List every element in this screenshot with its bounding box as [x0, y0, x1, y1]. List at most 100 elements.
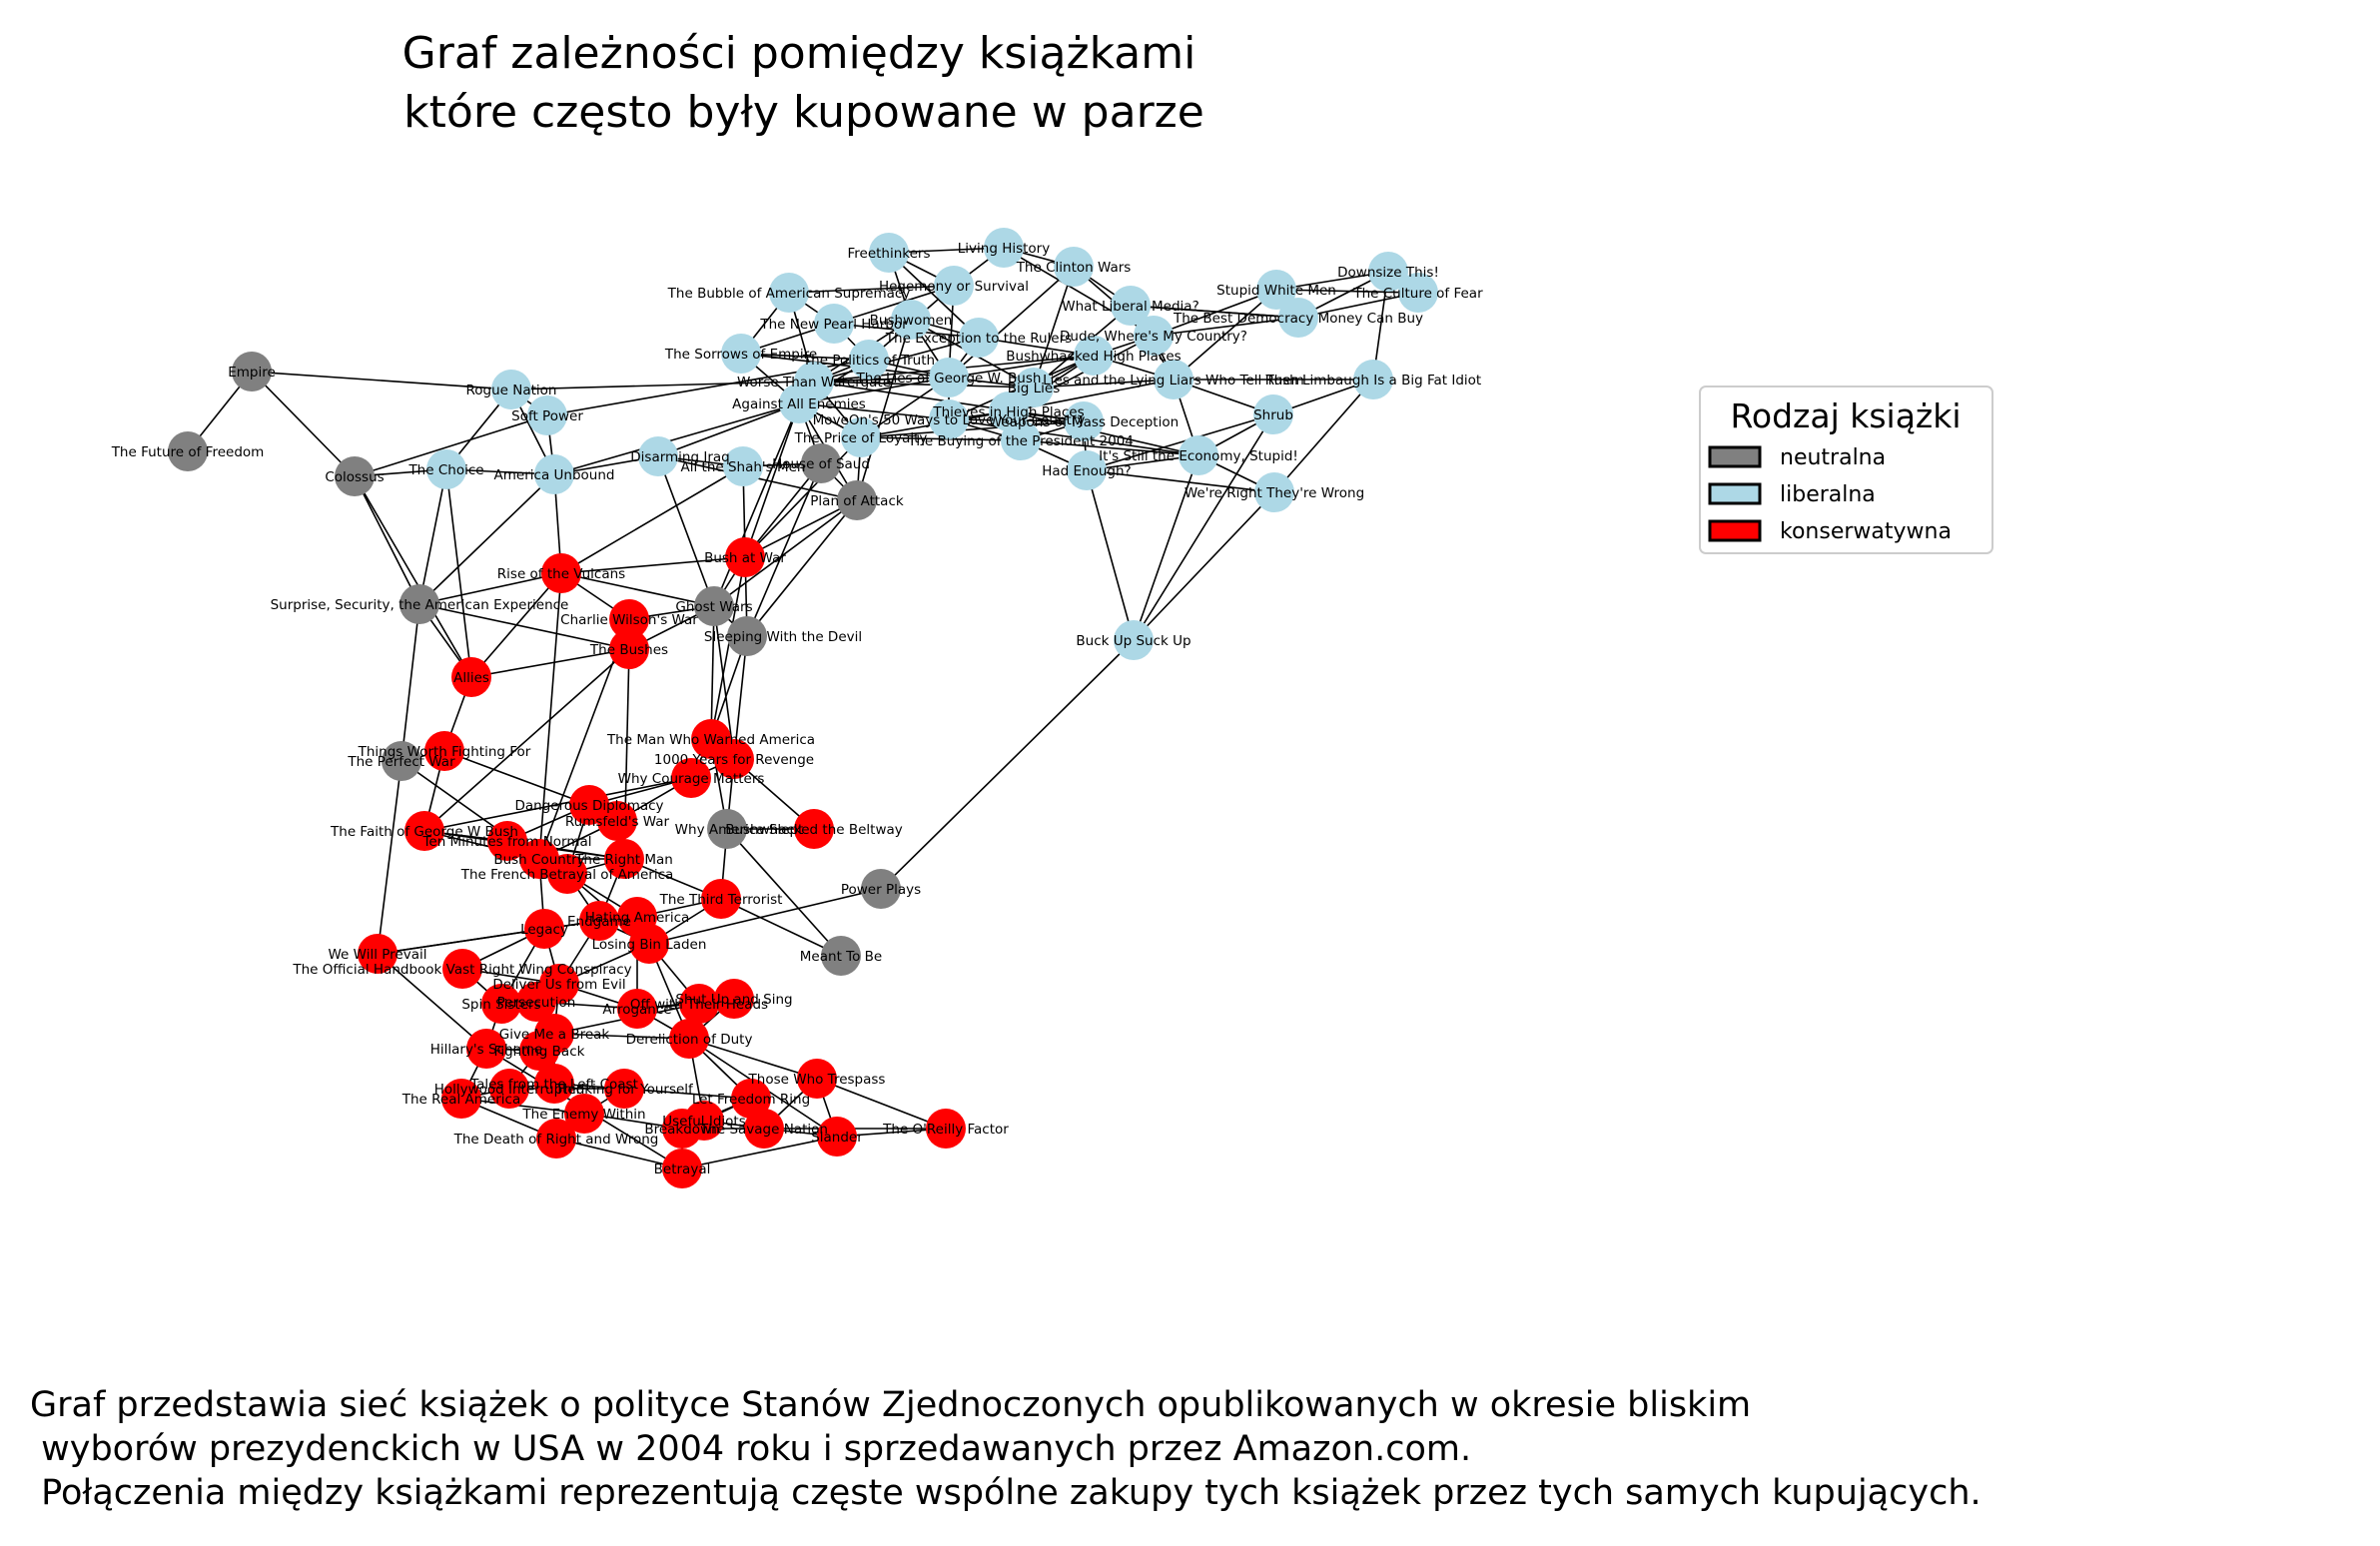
node-clinton_wars — [1054, 247, 1094, 287]
node-label-dude_country: Dude, Where's My Country? — [1060, 329, 1247, 345]
node-were_right — [1254, 472, 1294, 512]
edge-lies_george-crimes_high — [948, 355, 1095, 379]
legend-frame — [1699, 386, 1993, 554]
node-label-politics_truth: The Politics of Truth — [802, 353, 935, 369]
node-label-arrogance: Arrogance — [602, 1002, 671, 1018]
node-label-we_will_prevail: We Will Prevail — [329, 947, 427, 963]
node-label-shrub: Shrub — [1253, 407, 1293, 423]
edge-rise_vulcans-ghost_wars — [560, 572, 715, 607]
edge-shrub-buck_up — [1133, 413, 1274, 641]
edge-culture_fear-best_democracy — [1297, 292, 1419, 319]
node-label-legacy: Legacy — [520, 922, 568, 938]
edge-were_right-buck_up — [1133, 491, 1275, 641]
node-spin_sisters — [481, 984, 521, 1024]
node-label-french_betrayal: The French Betrayal of America — [460, 867, 674, 883]
edge-america_unbound-surprise — [418, 473, 555, 605]
edge-plan_attack-bushwomen — [856, 319, 912, 501]
node-the_bushes — [609, 629, 649, 669]
node-label-the_choice: The Choice — [407, 462, 483, 478]
node-label-downsize: Downsize This! — [1337, 265, 1439, 281]
node-label-big_lies: Big Lies — [1008, 381, 1060, 396]
node-ghost_wars — [694, 586, 734, 626]
edge-perfect_war-we_will_prevail — [377, 760, 402, 955]
node-buying_president — [1001, 420, 1041, 460]
edge-we_will_prevail-hillarys_scheme — [377, 953, 487, 1050]
node-label-disarming_iraq: Disarming Iraq — [630, 449, 729, 465]
edge-empire-rogue_nation — [251, 371, 512, 390]
node-label-rumsfelds_war: Rumsfeld's War — [565, 814, 670, 830]
node-thinking_yourself — [604, 1069, 644, 1109]
edge-sorrows_empire-politics_truth — [740, 353, 870, 361]
node-hollywood_interrupted — [489, 1069, 529, 1109]
edge-shrub-had_enough — [1086, 413, 1274, 471]
node-bush_country_n — [707, 809, 747, 849]
legend-swatch-n — [1708, 445, 1762, 468]
node-best_democracy — [1278, 298, 1318, 338]
node-charlie_wilson — [609, 599, 649, 639]
edge-big_lies-lying_liars — [1033, 379, 1175, 388]
edge-disarming_iraq-against_enemies — [657, 402, 800, 457]
node-label-against_enemies: Against All Enemies — [732, 396, 866, 412]
edge-death_right-betrayal — [555, 1138, 683, 1169]
node-dereliction — [669, 1019, 709, 1059]
node-oreilly — [926, 1109, 966, 1149]
edge-bush_at_war-plan_attack — [744, 499, 858, 558]
edge-real_america-enemy_within — [460, 1098, 585, 1115]
legend-swatch-c — [1708, 519, 1762, 542]
edge-exception_rulers-worse_watergate — [813, 337, 980, 383]
edge-rise_vulcans-bush_at_war — [560, 556, 746, 574]
edge-1000_years-ghost_wars — [713, 605, 735, 760]
node-label-rise_vulcans: Rise of the Vulcans — [497, 566, 625, 582]
node-label-death_right: The Death of Right and Wrong — [453, 1132, 659, 1148]
node-label-house_saud: House of Saud — [772, 456, 870, 472]
node-label-future_freedom: The Future of Freedom — [111, 444, 265, 460]
edge-hegemony-new_pearl — [833, 285, 955, 325]
node-tales_left — [534, 1064, 574, 1104]
node-label-oreilly: The O'Reilly Factor — [882, 1122, 1009, 1138]
node-empire — [232, 352, 272, 391]
node-faith_bush — [404, 811, 444, 851]
edge-clinton_wars-big_lies — [1033, 266, 1075, 388]
node-label-exception_rulers: The Exception to the Rulers — [885, 331, 1072, 347]
graph-title-line-1: Graf zależności pomiędzy książkami — [402, 28, 1196, 79]
node-label-deliver_us: Deliver Us from Evil — [492, 977, 625, 993]
edge-bush_country_n-meant_to_be — [726, 828, 842, 957]
node-stupid_white_men — [1256, 270, 1296, 310]
node-label-clinton_wars: The Clinton Wars — [1016, 260, 1132, 276]
node-label-freethinkers: Freethinkers — [847, 246, 930, 262]
node-against_enemies — [779, 384, 819, 423]
node-label-freedom_rings: Let Freedom Ring — [692, 1092, 810, 1108]
edge-bush_at_war-house_saud — [744, 462, 822, 558]
node-label-bubble: The Bubble of American Supremacy — [667, 286, 911, 302]
edge-best_democracy-dude_country — [1153, 317, 1299, 337]
node-moveon — [929, 399, 969, 439]
node-rise_vulcans — [541, 553, 581, 593]
edge-colossus-soft_power — [354, 414, 548, 477]
node-label-plan_attack: Plan of Attack — [810, 493, 904, 509]
node-label-endgame: Endgame — [567, 914, 631, 930]
node-label-colossus: Colossus — [325, 469, 384, 485]
node-right_man — [604, 839, 644, 879]
node-label-those_trespass: Those Who Trespass — [748, 1072, 886, 1088]
node-betrayal — [662, 1149, 702, 1188]
node-label-losing_bin_laden: Losing Bin Laden — [592, 937, 707, 953]
edge-power_plays-buck_up — [880, 639, 1135, 890]
node-label-slander: Slander — [811, 1130, 863, 1146]
node-label-sorrows_empire: The Sorrows of Empire — [664, 347, 817, 363]
node-label-hillarys_scheme: Hillary's Scheme — [430, 1042, 543, 1058]
node-ten_minutes — [487, 821, 527, 861]
node-bush_at_war — [725, 537, 765, 577]
node-disarming_iraq — [638, 436, 678, 476]
legend-swatch-l — [1708, 482, 1762, 505]
node-label-worse_watergate: Worse Than Watergate — [737, 375, 891, 390]
node-label-crimes_high: Bushwhacked High Places — [1006, 349, 1181, 365]
edge-against_enemies-moveon — [798, 402, 950, 420]
node-label-man_warned: The Man Who Warned America — [606, 732, 815, 748]
node-label-ten_minutes: Ten Minutes from Normal — [421, 834, 591, 850]
node-label-best_democracy: The Best Democracy Money Can Buy — [1173, 311, 1423, 327]
node-label-price_loyalty: The Price of Loyalty — [794, 430, 928, 446]
node-downsize — [1368, 252, 1408, 292]
edge-stupid_white_men-lying_liars — [1173, 289, 1277, 381]
node-label-hollywood_interrupted: Hollywood Interrupted — [434, 1082, 585, 1098]
